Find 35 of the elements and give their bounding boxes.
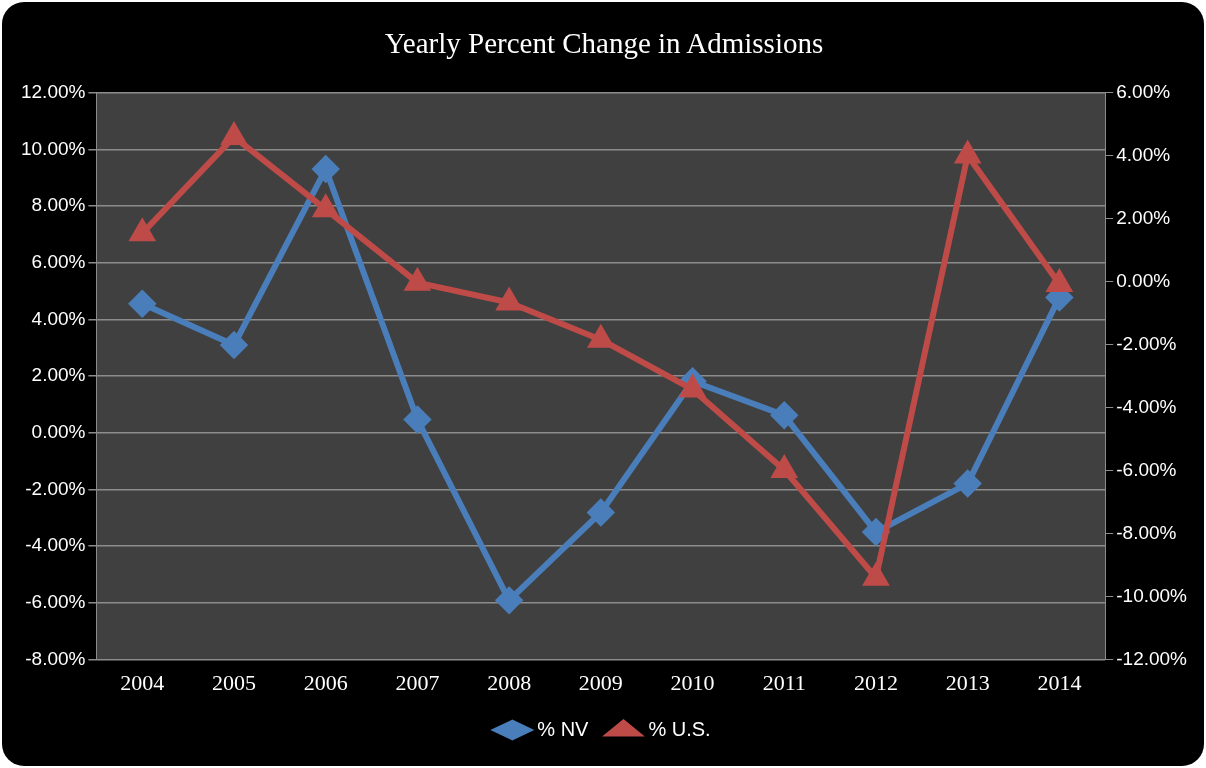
legend-label: % NV (537, 717, 590, 740)
y-tick-label: -4.00% (25, 534, 86, 556)
y-tick-label: -2.00% (25, 477, 86, 499)
y2-tick-label: 2.00% (1116, 206, 1171, 228)
x-tick-label: 2007 (395, 669, 440, 695)
chart-title: Yearly Percent Change in Admissions (384, 27, 824, 60)
y2-tick-label: 0.00% (1116, 269, 1171, 291)
y2-tick-label: -2.00% (1116, 332, 1177, 354)
y2-tick-label: -8.00% (1116, 521, 1177, 543)
y-tick-label: 8.00% (31, 194, 86, 216)
y-tick-label: -6.00% (25, 591, 86, 613)
y-tick-label: 6.00% (31, 251, 86, 273)
y2-tick-label: -6.00% (1116, 458, 1177, 480)
x-tick-label: 2004 (120, 669, 165, 695)
x-tick-label: 2010 (670, 669, 715, 695)
x-tick-label: 2009 (578, 669, 623, 695)
x-tick-label: 2008 (487, 669, 532, 695)
y2-tick-label: -12.00% (1116, 647, 1188, 669)
legend-label: % U.S. (648, 717, 711, 740)
x-tick-label: 2013 (945, 669, 990, 695)
y2-tick-label: -4.00% (1116, 395, 1177, 417)
y-tick-label: 0.00% (31, 421, 86, 443)
y2-tick-label: -10.00% (1116, 584, 1188, 606)
x-tick-label: 2005 (212, 669, 256, 695)
y-tick-label: 10.00% (20, 137, 86, 159)
x-tick-label: 2014 (1037, 669, 1082, 695)
y-tick-label: 4.00% (31, 307, 86, 329)
y2-tick-label: 6.00% (1116, 81, 1171, 103)
y-tick-label: 12.00% (20, 81, 86, 103)
x-tick-label: 2011 (762, 669, 806, 695)
y-tick-label: -8.00% (25, 647, 86, 669)
y-tick-label: 2.00% (31, 364, 86, 386)
y2-tick-label: 4.00% (1116, 144, 1171, 166)
x-tick-label: 2012 (853, 669, 898, 695)
x-tick-label: 2006 (303, 669, 348, 695)
